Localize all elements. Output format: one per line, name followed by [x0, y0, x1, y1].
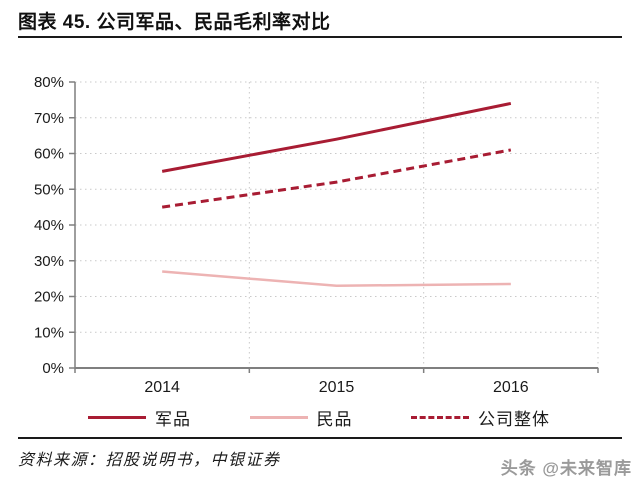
chart-title: 图表 45. 公司军品、民品毛利率对比	[18, 12, 331, 33]
series-line-军品	[161, 101, 512, 173]
line-chart: 0% 10% 20% 30% 40% 50% 60% 70% 80% 2014 2015 2016	[34, 74, 599, 396]
legend-item: 公司整体	[411, 405, 550, 430]
y-tick-label: 40%	[34, 217, 64, 234]
legend-label: 民品	[316, 409, 353, 429]
series-line-公司整体	[161, 148, 512, 209]
source-note: 资料来源：招股说明书，中银证券	[18, 452, 281, 469]
footer-divider	[18, 437, 622, 439]
legend-label: 军品	[155, 409, 191, 429]
y-tick-label: 20%	[34, 289, 64, 306]
y-tick-label: 80%	[34, 74, 64, 91]
y-tick-label: 0%	[42, 360, 64, 377]
x-tick-label: 2014	[144, 379, 180, 396]
legend-item: 民品	[249, 405, 353, 430]
legend-swatch-solid-line	[88, 415, 146, 419]
series-line-民品	[162, 270, 511, 288]
x-tick-label: 2016	[493, 379, 529, 396]
legend-label: 公司整体	[478, 409, 550, 429]
y-tick-label: 50%	[34, 181, 64, 198]
legend-swatch-solid-line	[249, 415, 308, 419]
y-tick-label: 70%	[34, 110, 64, 127]
legend-item: 军品	[88, 405, 191, 430]
y-tick-label: 60%	[34, 146, 64, 163]
chart-legend: 军品 民品 公司整体	[88, 405, 550, 430]
watermark-label: 头条 @未来智库	[500, 459, 632, 478]
title-divider	[18, 36, 622, 38]
y-tick-label: 30%	[34, 253, 64, 270]
legend-swatch-dashed-line	[411, 415, 469, 419]
y-tick-label: 10%	[34, 324, 64, 341]
x-tick-label: 2015	[319, 379, 355, 396]
